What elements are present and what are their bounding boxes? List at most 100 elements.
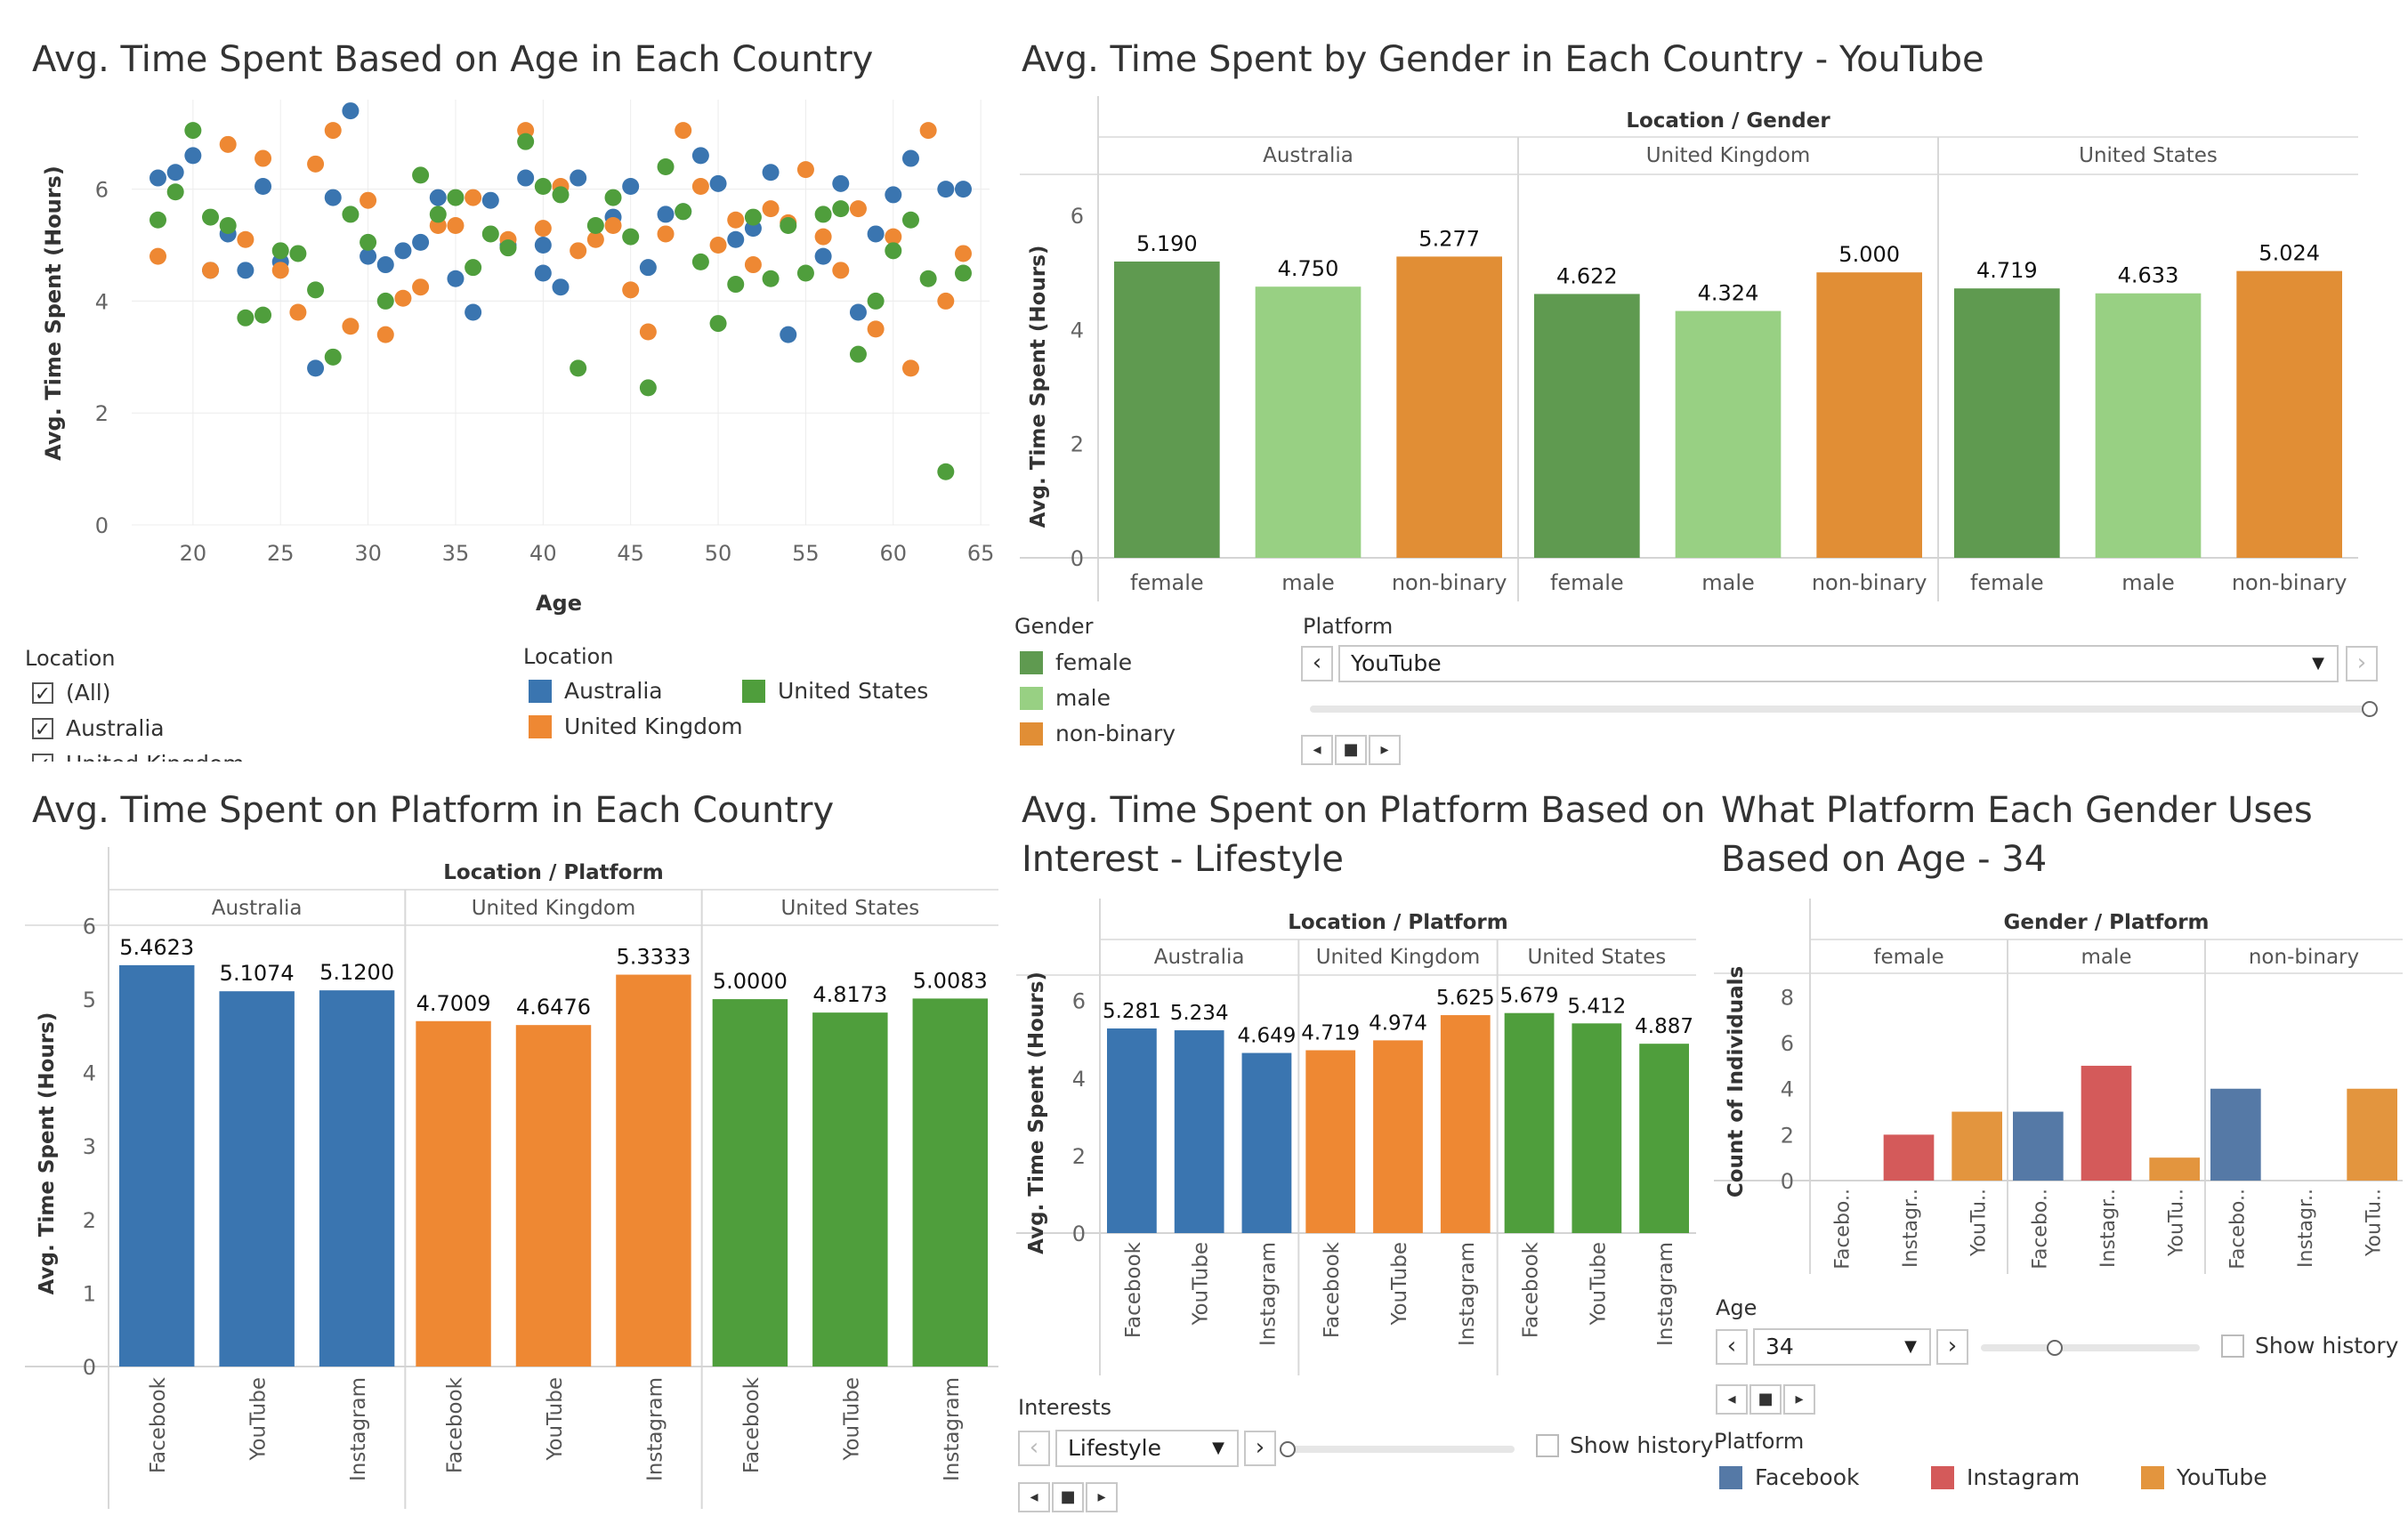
platform-next-button[interactable]: › bbox=[2346, 646, 2378, 681]
age-show-history[interactable]: Show history bbox=[2221, 1333, 2398, 1359]
legend-swatch bbox=[1020, 722, 1043, 746]
platform-prev-button[interactable]: ‹ bbox=[1301, 646, 1333, 681]
scatter-point bbox=[237, 230, 255, 248]
checkbox-empty-icon[interactable] bbox=[1536, 1433, 1559, 1457]
scatter-point bbox=[324, 348, 342, 366]
interests-back-button[interactable]: ◂ bbox=[1018, 1482, 1050, 1512]
checkbox-checked-icon[interactable]: ✓ bbox=[32, 717, 53, 740]
scatter-point bbox=[342, 206, 360, 223]
x-tick-label: 30 bbox=[354, 541, 382, 566]
y-tick-label: 8 bbox=[1781, 985, 1794, 1010]
age-prev-button[interactable]: ‹ bbox=[1716, 1329, 1748, 1365]
group-header: Location / Platform bbox=[1288, 911, 1507, 934]
bar bbox=[1373, 1040, 1423, 1233]
scatter-point bbox=[727, 230, 745, 248]
category-label: Instagram bbox=[941, 1377, 964, 1481]
age-chart-title-line2: Based on Age - 34 bbox=[1721, 839, 2048, 880]
scatter-point bbox=[376, 326, 394, 343]
group-label: Australia bbox=[1154, 946, 1245, 969]
x-tick-label: 45 bbox=[617, 541, 644, 566]
y-tick-label: 0 bbox=[1071, 546, 1084, 571]
checkbox-empty-icon[interactable] bbox=[2221, 1334, 2244, 1358]
age-back-button[interactable]: ◂ bbox=[1716, 1384, 1748, 1415]
scatter-point bbox=[219, 135, 237, 153]
scatter-point bbox=[639, 259, 657, 277]
y-tick-label: 3 bbox=[83, 1134, 96, 1159]
category-label: YouTube bbox=[1587, 1242, 1610, 1326]
interests-stop-button[interactable]: ■ bbox=[1052, 1482, 1084, 1512]
age-select-value: 34 bbox=[1766, 1334, 1794, 1359]
scatter-point bbox=[744, 256, 762, 274]
chevron-down-icon: ▼ bbox=[2312, 654, 2324, 673]
scatter-point bbox=[622, 228, 640, 246]
gender-legend-female: female bbox=[1020, 649, 1132, 675]
bar bbox=[2236, 270, 2342, 558]
bar bbox=[1114, 261, 1220, 558]
y-tick-label: 0 bbox=[95, 513, 109, 538]
interests-prev-button[interactable]: ‹ bbox=[1018, 1431, 1050, 1466]
location-filter-australia-label: Australia bbox=[66, 715, 165, 741]
scatter-point bbox=[289, 245, 307, 262]
scatter-point bbox=[762, 270, 780, 287]
scatter-point bbox=[166, 164, 184, 181]
scatter-point bbox=[255, 306, 272, 324]
bar bbox=[319, 990, 395, 1367]
scatter-point bbox=[255, 177, 272, 195]
platform-slider-track[interactable] bbox=[1310, 706, 2378, 713]
scatter-point bbox=[517, 133, 535, 150]
platform-back-button[interactable]: ◂ bbox=[1301, 735, 1333, 765]
scatter-point bbox=[552, 278, 570, 296]
location-filter-all[interactable]: ✓ (All) bbox=[32, 680, 111, 706]
y-tick-label: 6 bbox=[1781, 1031, 1794, 1056]
legend-swatch bbox=[2141, 1465, 2164, 1489]
bar bbox=[1107, 1028, 1157, 1233]
data-label: 4.974 bbox=[1369, 1012, 1427, 1035]
y-tick-label: 2 bbox=[1071, 432, 1084, 457]
category-label: Facebook bbox=[1122, 1241, 1145, 1338]
platform-forward-button[interactable]: ▸ bbox=[1369, 735, 1401, 765]
scatter-point bbox=[324, 122, 342, 140]
age-stop-button[interactable]: ■ bbox=[1749, 1384, 1782, 1415]
interests-forward-button[interactable]: ▸ bbox=[1086, 1482, 1118, 1512]
y-axis-title: Count of Individuals bbox=[1725, 966, 1748, 1197]
location-legend-australia-label: Australia bbox=[564, 678, 663, 704]
age-slider-track[interactable] bbox=[1981, 1344, 2200, 1351]
checkbox-checked-icon[interactable]: ✓ bbox=[32, 681, 53, 705]
interests-slider-track[interactable] bbox=[1287, 1446, 1515, 1453]
scatter-point bbox=[360, 191, 377, 209]
data-label: 5.4623 bbox=[119, 935, 194, 960]
interests-slider-knob[interactable] bbox=[1280, 1441, 1296, 1457]
data-label: 5.024 bbox=[2259, 241, 2320, 266]
interests-show-history[interactable]: Show history bbox=[1536, 1432, 1713, 1458]
scatter-point bbox=[675, 203, 692, 221]
data-label: 5.277 bbox=[1418, 226, 1480, 251]
platform-select[interactable]: YouTube ▼ bbox=[1338, 645, 2339, 682]
category-label: Instagram bbox=[1257, 1242, 1280, 1346]
scatter-point bbox=[832, 200, 850, 218]
data-label: 5.0000 bbox=[713, 969, 788, 994]
platform-stop-button[interactable]: ■ bbox=[1335, 735, 1367, 765]
location-filter-all-label: (All) bbox=[66, 680, 111, 706]
scatter-point bbox=[149, 211, 167, 229]
platform-slider-knob[interactable] bbox=[2362, 701, 2378, 717]
age-slider-knob[interactable] bbox=[2047, 1340, 2063, 1356]
group-label: non-binary bbox=[2249, 946, 2359, 969]
scatter-point bbox=[639, 323, 657, 341]
location-filter-united-kingdom[interactable]: ✓ United Kingdom bbox=[32, 751, 245, 762]
scatter-point bbox=[832, 174, 850, 192]
location-filter-australia[interactable]: ✓ Australia bbox=[32, 715, 165, 741]
platform-control-title: Platform bbox=[1303, 614, 1394, 639]
age-next-button[interactable]: › bbox=[1936, 1329, 1968, 1365]
interests-control-title: Interests bbox=[1018, 1395, 1111, 1420]
category-label: YouTube bbox=[1190, 1242, 1213, 1326]
interests-select[interactable]: Lifestyle ▼ bbox=[1055, 1430, 1239, 1467]
y-axis-title: Avg. Time Spent (Hours) bbox=[36, 1012, 59, 1295]
interests-next-button[interactable]: › bbox=[1244, 1431, 1276, 1466]
bar bbox=[812, 1012, 888, 1367]
bar bbox=[119, 964, 195, 1367]
interests-show-history-label: Show history bbox=[1570, 1432, 1714, 1458]
age-select[interactable]: 34 ▼ bbox=[1753, 1328, 1931, 1366]
checkbox-checked-icon[interactable]: ✓ bbox=[32, 753, 53, 762]
age-forward-button[interactable]: ▸ bbox=[1783, 1384, 1815, 1415]
data-label: 5.412 bbox=[1567, 995, 1626, 1018]
